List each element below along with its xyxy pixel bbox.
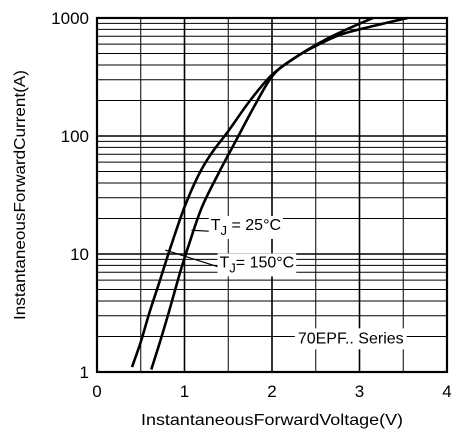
annotation-tj-150c-bg <box>217 253 297 277</box>
x-tick-label: 2 <box>267 382 276 401</box>
annotation-tj-25c-bg <box>208 215 284 239</box>
leader-line-150c <box>165 249 218 268</box>
x-tick-label: 1 <box>180 382 189 401</box>
y-tick-label: 10 <box>70 245 89 264</box>
annotation-tj-25c: TJ = 25°C <box>211 217 281 238</box>
curves <box>130 16 408 370</box>
y-axis-title: InstantaneousForwardCurrent(A) <box>12 70 29 320</box>
y-tick-label: 1000 <box>51 9 89 28</box>
y-tick-label: 1 <box>80 363 89 382</box>
y-tick-label: 100 <box>61 127 89 146</box>
plot-frame <box>95 16 449 374</box>
x-tick-labels: 0 1 2 3 4 <box>92 382 451 401</box>
y-tick-labels: 1 10 100 1000 <box>51 9 89 382</box>
x-tick-label: 0 <box>92 382 101 401</box>
x-axis-title: InstantaneousForwardVoltage(V) <box>141 412 403 429</box>
x-tick-label: 3 <box>355 382 364 401</box>
series-line-1 <box>130 16 374 368</box>
x-tick-label: 4 <box>442 382 451 401</box>
series-note: 70EPF.. Series <box>298 330 404 347</box>
leader-line-25c <box>191 229 210 232</box>
series-note-bg <box>294 328 407 350</box>
annotation-tj-150c: TJ= 150°C <box>220 254 295 275</box>
grid-lines <box>97 18 447 372</box>
series-line-0 <box>150 16 408 370</box>
annotations: TJ = 25°C TJ= 150°C 70EPF.. Series <box>165 215 407 350</box>
